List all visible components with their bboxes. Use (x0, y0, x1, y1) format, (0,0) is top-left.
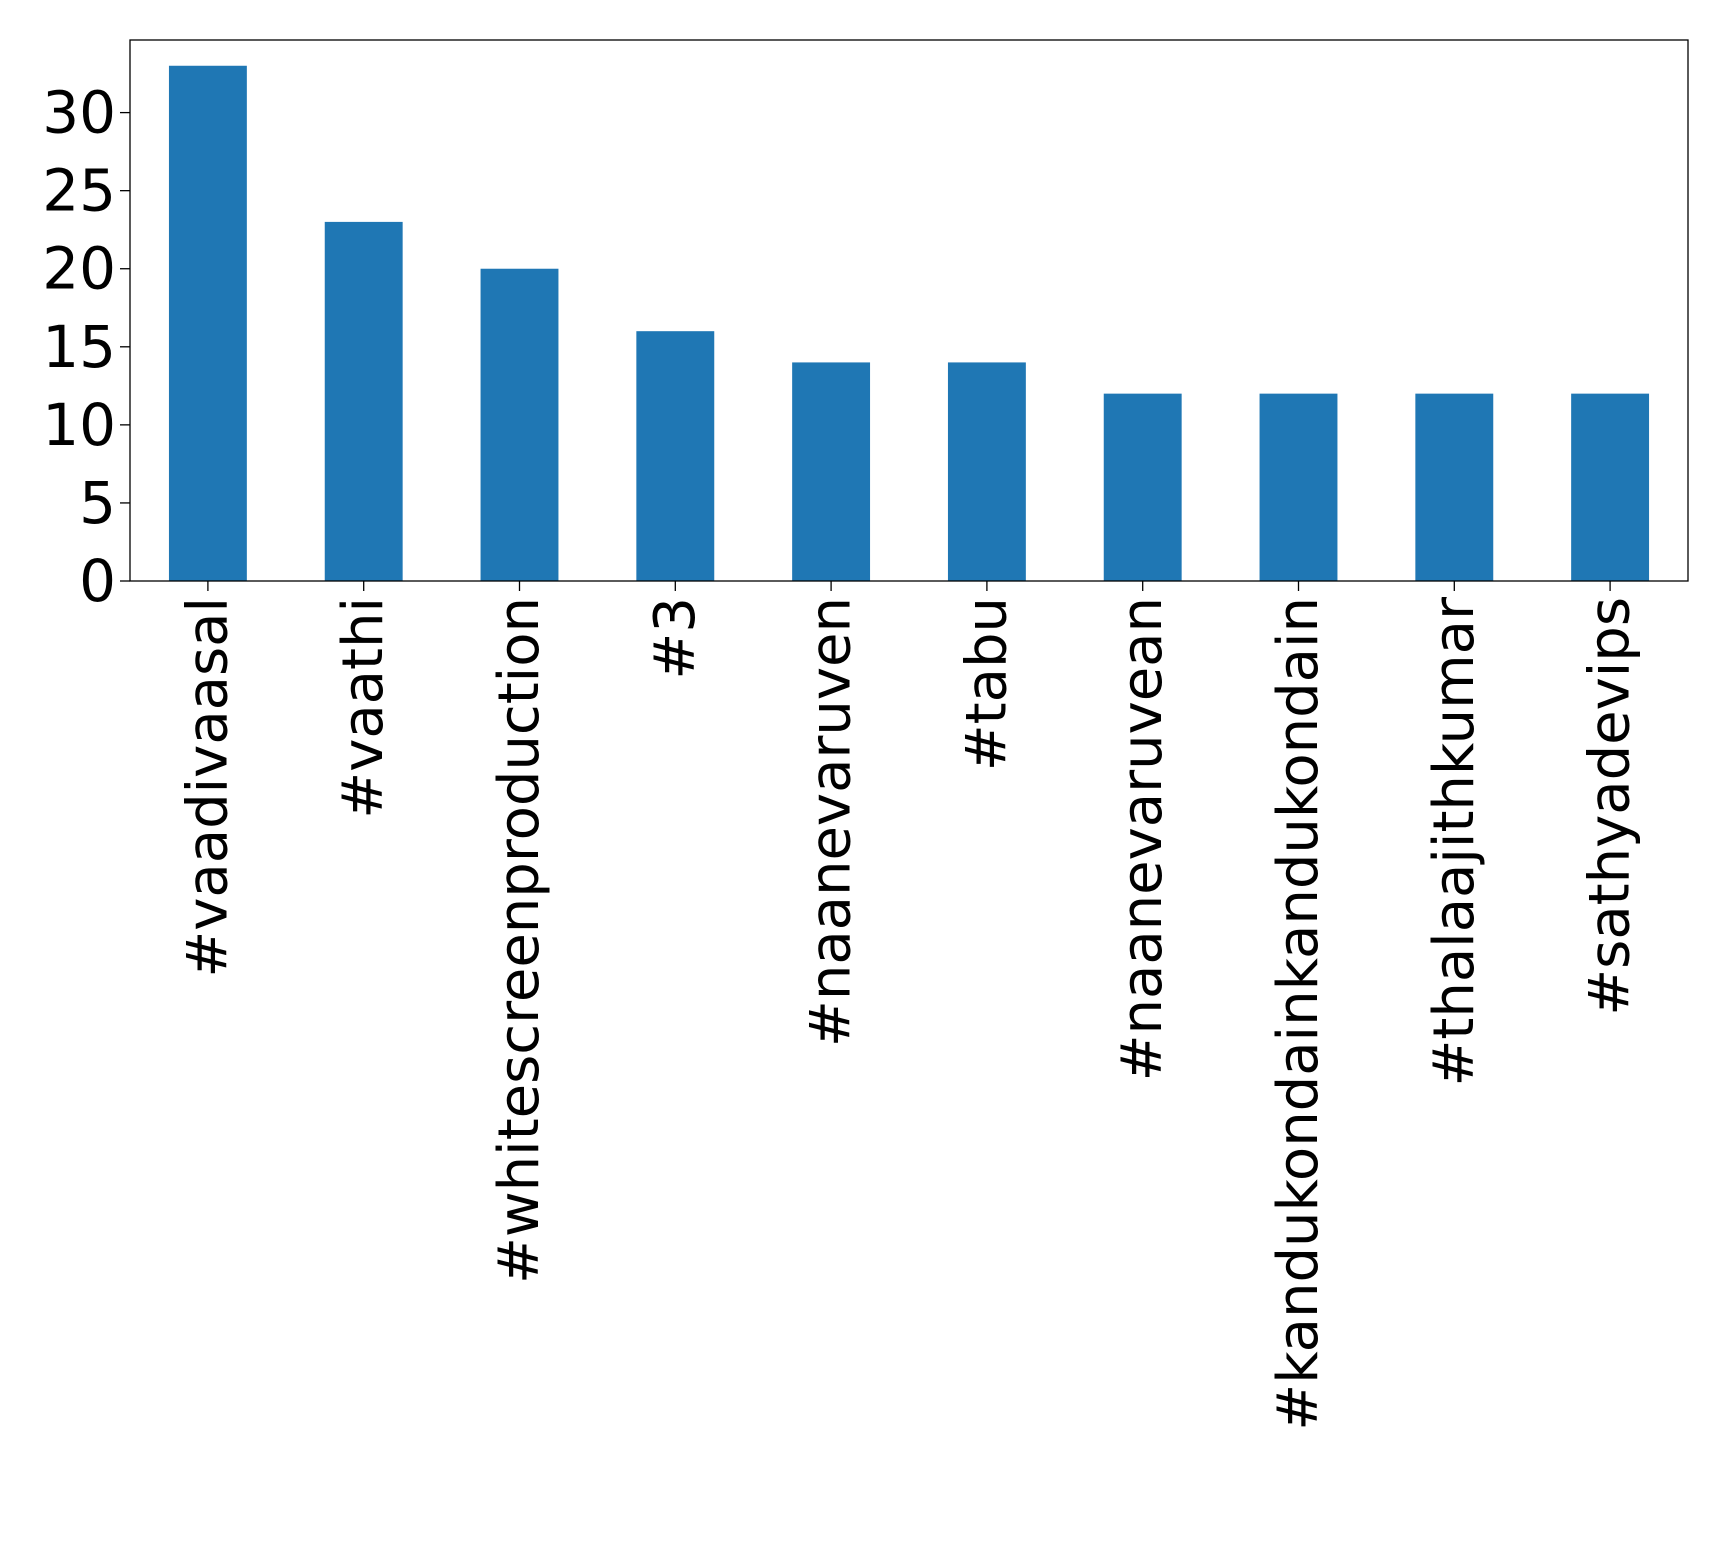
bar (1103, 393, 1182, 581)
bar (636, 331, 715, 581)
x-tick-label: #naanevaruvean (1110, 597, 1175, 1081)
bar (947, 362, 1026, 581)
bar (168, 65, 247, 581)
x-tick-label: #3 (643, 597, 708, 680)
plot-frame (129, 39, 1689, 582)
x-tick-label: #thalaajithkumar (1422, 596, 1487, 1087)
y-tick-label: 15 (42, 313, 116, 381)
x-axis: #vaadivaasal #vaathi #whitescreenproductio… (175, 581, 1643, 1431)
bar (1259, 393, 1338, 581)
x-tick-label: #kandukondainkandukondain (1266, 597, 1331, 1431)
bars-group (168, 65, 1650, 581)
y-tick-label: 10 (42, 391, 116, 459)
y-tick-label: 20 (42, 235, 116, 303)
x-tick-label: #whitescreenproduction (487, 597, 552, 1284)
bar (792, 362, 871, 581)
bar (324, 221, 403, 581)
x-tick-label: #naanevaruven (799, 597, 864, 1047)
x-tick-label: #sathyadevips (1578, 597, 1643, 1016)
y-tick-label: 30 (42, 79, 116, 147)
x-tick-label: #vaadivaasal (175, 597, 240, 978)
bar (1415, 393, 1494, 581)
x-tick-label: #vaathi (331, 597, 396, 819)
bar (1571, 393, 1650, 581)
y-axis: 0 5 10 15 20 25 30 (42, 79, 130, 615)
y-tick-label: 25 (42, 157, 116, 225)
y-tick-label: 5 (79, 469, 116, 537)
x-tick-label: #tabu (954, 597, 1019, 771)
y-tick-label: 0 (79, 547, 116, 615)
bar (480, 268, 559, 581)
